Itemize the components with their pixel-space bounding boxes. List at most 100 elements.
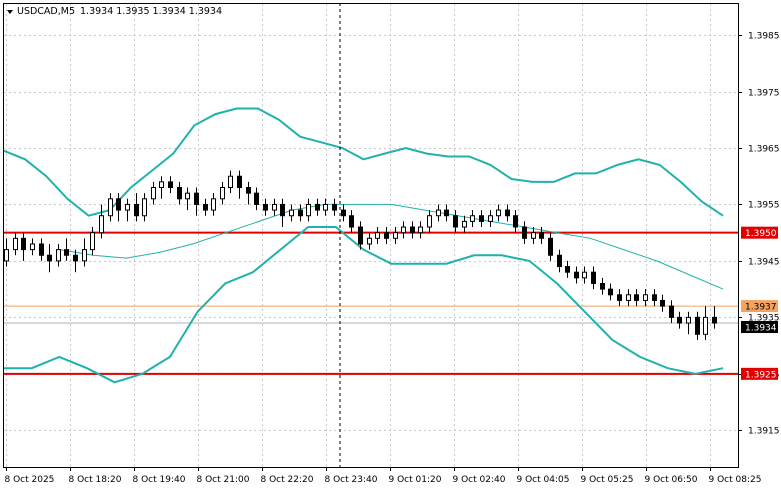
candle-body xyxy=(323,203,328,211)
candle-body xyxy=(220,187,225,200)
candle-body xyxy=(634,294,639,301)
candle-body xyxy=(522,226,527,239)
time-tick-label: 8 Oct 18:20 xyxy=(69,475,122,485)
price-tick-label: 1.3965 xyxy=(748,145,780,155)
candlesticks xyxy=(4,170,717,340)
candle-body xyxy=(608,288,613,296)
candle-body xyxy=(513,215,518,228)
candle-body xyxy=(30,243,35,251)
middle-band-line xyxy=(59,203,724,290)
candle-body xyxy=(367,237,372,245)
time-tick-label: 8 Oct 2025 xyxy=(5,475,55,485)
candle-body xyxy=(375,232,380,239)
price-tick-label: 1.3945 xyxy=(748,258,780,268)
symbol-label: USDCAD,M5 xyxy=(17,6,75,17)
candle-body xyxy=(73,254,78,262)
dropdown-triangle-icon[interactable] xyxy=(7,10,13,14)
upper-band-line xyxy=(3,107,724,217)
time-tick-label: 9 Oct 08:25 xyxy=(709,475,762,485)
candle-body xyxy=(643,294,648,301)
candle-body xyxy=(13,237,18,251)
candle-body xyxy=(712,316,717,324)
chart-header: USDCAD,M5 1.3934 1.3935 1.3934 1.3934 xyxy=(7,6,222,17)
candle-body xyxy=(142,198,147,217)
candle-body xyxy=(548,237,553,256)
candle-body xyxy=(393,232,398,239)
price-tick-label: 1.3975 xyxy=(748,89,780,99)
candle-body xyxy=(462,220,467,228)
candle-body xyxy=(617,294,622,301)
candle-body xyxy=(358,226,363,245)
ohlc-label: 1.3934 1.3935 1.3934 1.3934 xyxy=(80,6,222,17)
time-axis: 8 Oct 2025 8 Oct 18:20 8 Oct 19:40 8 Oct 21… xyxy=(5,467,762,485)
price-tick-label: 1.3935 xyxy=(748,314,780,324)
candle-body xyxy=(557,254,562,268)
candle-body xyxy=(349,215,354,228)
time-tick-label: 8 Oct 23:40 xyxy=(325,475,378,485)
candle-body xyxy=(134,203,139,217)
candle-body xyxy=(151,187,156,200)
candle-body xyxy=(531,232,536,239)
candle-body xyxy=(185,192,190,200)
bollinger-bands xyxy=(3,107,724,384)
candle-body xyxy=(272,203,277,211)
candle-body xyxy=(194,192,199,205)
candle-body xyxy=(64,249,69,256)
plot-frame xyxy=(3,3,739,468)
candle-body xyxy=(669,305,674,318)
time-tick-label: 8 Oct 22:20 xyxy=(261,475,314,485)
candle-body xyxy=(582,271,587,279)
price-tag xyxy=(741,226,778,239)
candle-body xyxy=(488,215,493,222)
candle-body xyxy=(159,181,164,189)
candle-body xyxy=(341,209,346,217)
candle-body xyxy=(108,198,113,217)
candle-body xyxy=(168,181,173,189)
candle-body xyxy=(479,215,484,222)
candle-body xyxy=(263,203,268,211)
candle-body xyxy=(116,198,121,211)
price-tag xyxy=(741,300,778,313)
price-tag xyxy=(741,367,778,380)
current-price-label: 1.3934 xyxy=(745,324,777,334)
price-tag-label: 1.3937 xyxy=(745,303,777,313)
time-tick-label: 9 Oct 04:05 xyxy=(517,475,570,485)
horizontal-levels xyxy=(4,231,738,375)
current-price-tag xyxy=(741,321,778,334)
candle-body xyxy=(703,316,708,335)
candle-body xyxy=(686,316,691,324)
candle-body xyxy=(280,203,285,217)
candle-body xyxy=(90,232,95,251)
price-tick-label: 1.3915 xyxy=(748,427,780,437)
price-tick-label: 1.3955 xyxy=(748,201,780,211)
candle-body xyxy=(496,209,501,217)
time-tick-label: 8 Oct 19:40 xyxy=(133,475,186,485)
price-tag-label: 1.3950 xyxy=(745,229,777,239)
candle-body xyxy=(652,294,657,301)
price-tags: 1.3950 1.3937 1.3925 1.3934 xyxy=(741,226,778,380)
candle-body xyxy=(600,282,605,290)
candle-body xyxy=(626,294,631,301)
candle-body xyxy=(591,271,596,284)
candle-body xyxy=(418,226,423,234)
time-tick-label: 8 Oct 21:00 xyxy=(197,475,250,485)
candle-body xyxy=(47,254,52,262)
time-tick-label: 9 Oct 02:40 xyxy=(453,475,506,485)
candle-body xyxy=(453,215,458,228)
candle-body xyxy=(401,226,406,234)
candle-body xyxy=(384,232,389,239)
candle-body xyxy=(125,203,130,211)
candle-body xyxy=(574,271,579,279)
candle-body xyxy=(427,215,432,228)
candle-body xyxy=(211,198,216,211)
time-tick-label: 9 Oct 06:50 xyxy=(645,475,698,485)
candle-body xyxy=(410,226,415,234)
candle-body xyxy=(505,209,510,217)
candle-body xyxy=(470,215,475,222)
candle-body xyxy=(4,249,9,262)
candle-body xyxy=(177,187,182,200)
candle-body xyxy=(565,266,570,273)
candle-body xyxy=(695,316,700,335)
candle-body xyxy=(246,187,251,194)
